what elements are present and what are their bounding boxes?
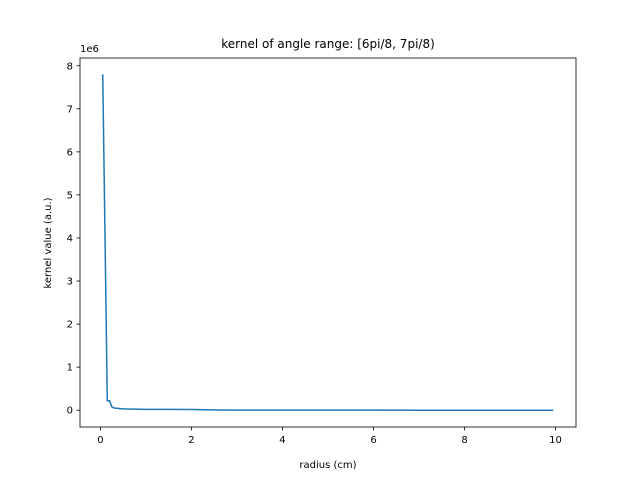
chart-title: kernel of angle range: [6pi/8, 7pi/8): [221, 37, 435, 51]
y-offset-label: 1e6: [80, 44, 99, 55]
y-tick-label-1: 1: [67, 363, 73, 374]
series-line-0: [102, 74, 554, 411]
x-axis-label: radius (cm): [299, 460, 356, 471]
y-tick-label-7: 7: [67, 104, 73, 115]
y-tick-label-4: 4: [67, 233, 73, 244]
x-tick-label-5: 10: [549, 435, 562, 446]
y-tick-label-0: 0: [67, 406, 73, 417]
y-axis-label: kernel value (a.u.): [43, 197, 54, 288]
x-tick-label-2: 4: [279, 435, 285, 446]
y-tick-label-6: 6: [67, 147, 73, 158]
x-tick-label-1: 2: [188, 435, 194, 446]
y-tick-label-8: 8: [67, 61, 73, 72]
y-tick-label-3: 3: [67, 277, 73, 288]
x-tick-label-0: 0: [97, 435, 103, 446]
x-tick-label-3: 6: [370, 435, 376, 446]
x-tick-label-4: 8: [461, 435, 467, 446]
y-tick-label-5: 5: [67, 190, 73, 201]
axes-frame: [79, 57, 577, 428]
plot-area: 0 2 4 6 8 10 0 1 2 3 4 5 6 7 8: [67, 57, 577, 446]
y-tick-label-2: 2: [67, 320, 73, 331]
